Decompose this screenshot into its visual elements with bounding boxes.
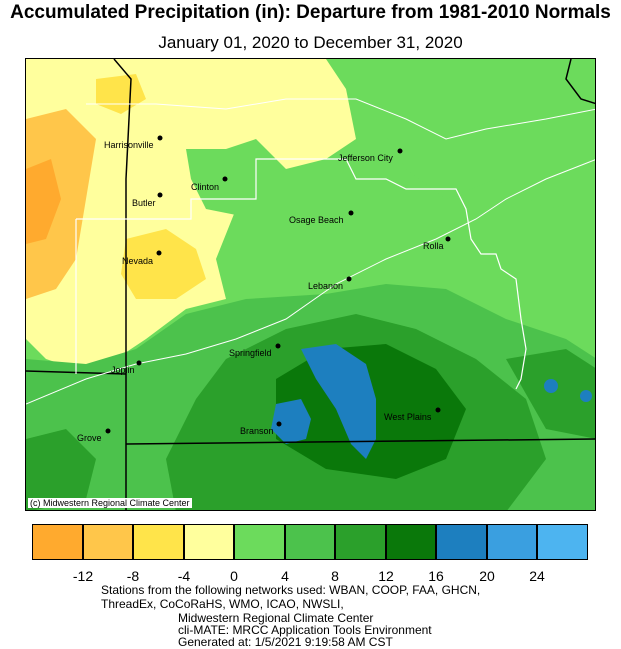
legend-tick: 24 — [529, 568, 545, 584]
legend-swatch — [537, 524, 588, 560]
precipitation-map: Harrisonville Jefferson City Clinton But… — [25, 58, 596, 511]
legend-tick: 12 — [378, 568, 394, 584]
legend-tick: -8 — [126, 568, 140, 584]
map-credit: (c) Midwestern Regional Climate Center — [28, 498, 192, 508]
footer-generated: Generated at: 1/5/2021 9:19:58 AM CST — [178, 635, 393, 649]
footer-organization: Midwestern Regional Climate Center — [178, 611, 374, 625]
map-title: Accumulated Precipitation (in): Departur… — [10, 2, 611, 23]
city-label-springfield: Springfield — [229, 348, 272, 358]
legend-swatch — [183, 524, 234, 560]
legend-swatch — [284, 524, 335, 560]
city-label-jefferson-city: Jefferson City — [338, 153, 393, 163]
city-label-lebanon: Lebanon — [308, 281, 344, 291]
city-label-butler: Butler — [132, 198, 156, 208]
legend-tick: -4 — [177, 568, 191, 584]
legend-swatch — [234, 524, 285, 560]
legend-swatch — [385, 524, 436, 560]
legend-swatch — [82, 524, 133, 560]
city-label-nevada: Nevada — [122, 256, 154, 266]
map-subtitle: January 01, 2020 to December 31, 2020 — [158, 33, 463, 52]
legend-swatch — [335, 524, 386, 560]
legend-tick: 0 — [230, 568, 238, 584]
footer-networks-line2: ThreadEx, CoCoRaHS, WMO, ICAO, NWSLI, — [101, 597, 344, 611]
legend-tick: 8 — [331, 568, 339, 584]
map-canvas — [26, 59, 595, 510]
city-label-grove: Grove — [77, 433, 102, 443]
color-legend — [32, 524, 588, 560]
city-label-clinton: Clinton — [191, 182, 220, 192]
legend-swatch — [436, 524, 487, 560]
city-label-osage-beach: Osage Beach — [289, 215, 344, 225]
legend-tick: 20 — [479, 568, 495, 584]
legend-tick: -12 — [72, 568, 94, 584]
city-label-harrisonville: Harrisonville — [104, 140, 154, 150]
city-label-joplin: Joplin — [111, 365, 135, 375]
legend-tick: 4 — [281, 568, 289, 584]
footer-application: cli-MATE: MRCC Application Tools Environ… — [178, 623, 432, 637]
legend-swatch — [133, 524, 184, 560]
city-label-west-plains: West Plains — [384, 412, 432, 422]
legend-swatch — [486, 524, 537, 560]
city-label-rolla: Rolla — [423, 241, 444, 251]
legend-tick: 16 — [428, 568, 444, 584]
footer-networks-line1: Stations from the following networks use… — [101, 583, 481, 597]
city-label-branson: Branson — [240, 426, 274, 436]
legend-swatch — [32, 524, 83, 560]
